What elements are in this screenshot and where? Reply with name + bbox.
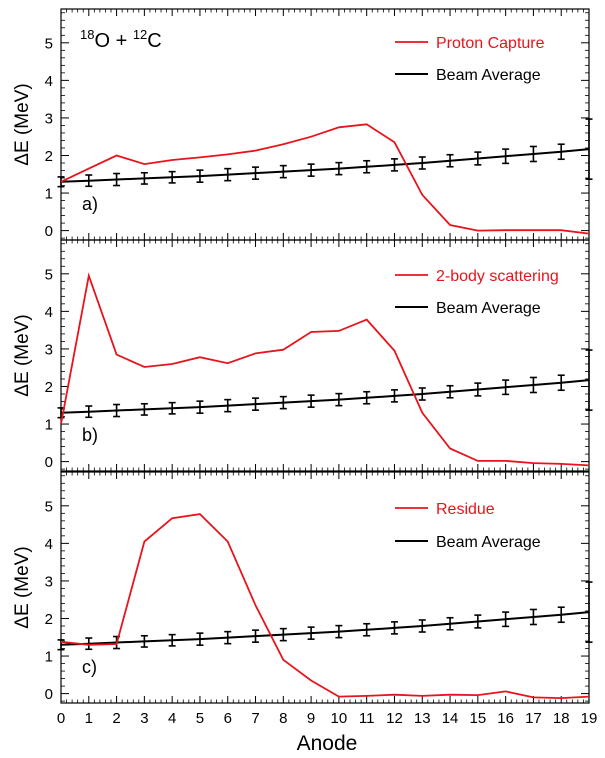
x-tick-label: 7 — [251, 710, 259, 727]
series-line-beam-average — [60, 148, 590, 183]
x-tick-label: 4 — [168, 710, 176, 727]
x-tick-label: 1 — [85, 710, 93, 727]
reaction-label: 18O + 12C — [80, 27, 162, 52]
y-tick-label: 4 — [45, 536, 53, 553]
series-line-2-body-scattering — [60, 272, 590, 467]
reaction-part-d: C — [147, 30, 161, 52]
y-tick-label: 4 — [45, 73, 53, 90]
y-tick-label: 3 — [45, 573, 53, 590]
series-line-beam-average — [60, 379, 590, 414]
y-tick-label: 3 — [45, 341, 53, 358]
x-tick-label: 14 — [442, 710, 459, 727]
x-tick-label: 0 — [57, 710, 65, 727]
series-line-beam-average — [60, 611, 590, 646]
y-axis-label: ΔE (MeV) — [12, 83, 33, 165]
y-tick-label: 2 — [45, 611, 53, 628]
legend-label: Residue — [436, 501, 495, 518]
y-tick-label: 3 — [45, 110, 53, 127]
y-tick-label: 5 — [45, 498, 53, 515]
y-tick-label: 0 — [45, 223, 53, 240]
x-tick-label: 10 — [331, 710, 348, 727]
y-axis-label: ΔE (MeV) — [12, 314, 33, 396]
reaction-part-b: O + — [94, 30, 132, 52]
y-axis-label: ΔE (MeV) — [12, 546, 33, 628]
panel-2: 0 1 2 3 4 5 ΔE (MeV) b) 2-body scattering Beam Av… — [12, 239, 593, 472]
y-tick-label: 0 — [45, 686, 53, 703]
x-tick-label: 5 — [196, 710, 204, 727]
legend-label: Beam Average — [436, 300, 541, 317]
x-tick-label: 8 — [279, 710, 287, 727]
x-axis-label: Anode — [297, 732, 358, 755]
x-tick-label: 2 — [112, 710, 120, 727]
x-tick-label: 13 — [414, 710, 431, 727]
legend-label: Beam Average — [436, 534, 541, 551]
x-tick-label: 11 — [359, 710, 375, 727]
y-tick-label: 1 — [45, 186, 53, 203]
legend-label: Beam Average — [436, 67, 541, 84]
x-tick-label: 6 — [224, 710, 232, 727]
x-tick-label: 17 — [525, 710, 542, 727]
panel-frame — [60, 471, 590, 704]
y-tick-label: 1 — [45, 417, 53, 434]
y-tick-label: 0 — [45, 454, 53, 471]
x-tick-label: 12 — [386, 710, 403, 727]
x-tick-label: 15 — [469, 710, 486, 727]
panel-label: c) — [82, 657, 97, 677]
x-tick-label: 18 — [553, 710, 570, 727]
y-tick-label: 2 — [45, 148, 53, 165]
x-tick-label: 3 — [140, 710, 148, 727]
legend-label: 2-body scattering — [436, 268, 559, 285]
x-tick-label: 16 — [497, 710, 514, 727]
legend-label: Proton Capture — [436, 35, 545, 52]
reaction-mass-c: 12 — [133, 27, 147, 42]
series-line-residue — [60, 513, 590, 700]
y-tick-label: 5 — [45, 35, 53, 52]
x-tick-label: 9 — [307, 710, 315, 727]
panel-label: a) — [82, 194, 98, 214]
x-tick-label: 19 — [581, 710, 598, 727]
y-tick-label: 5 — [45, 266, 53, 283]
y-tick-label: 4 — [45, 304, 53, 321]
series-line-proton-capture — [60, 123, 590, 235]
y-tick-label: 2 — [45, 379, 53, 396]
y-tick-label: 1 — [45, 649, 53, 666]
panel-label: b) — [82, 425, 98, 445]
reaction-mass-a: 18 — [80, 27, 94, 42]
